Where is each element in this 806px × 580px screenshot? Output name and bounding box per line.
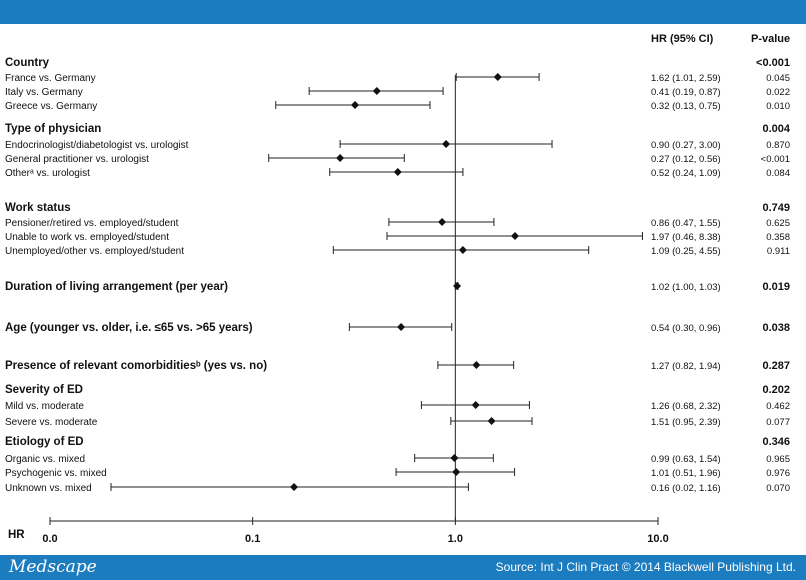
p-value-text: <0.001 — [761, 154, 790, 165]
p-value-text: 0.462 — [766, 401, 790, 412]
hr-point — [458, 246, 467, 254]
p-value-text: 0.976 — [766, 468, 790, 479]
p-value-text: 0.038 — [762, 322, 790, 334]
group-label: Presence of relevant comorbiditiesᵇ (yes… — [5, 360, 267, 372]
group-label: Severity of ED — [5, 384, 83, 396]
p-value-text: 0.870 — [766, 140, 790, 151]
hr-ci-text: 1.02 (1.00, 1.03) — [651, 282, 721, 293]
hr-ci-text: 0.16 (0.02, 1.16) — [651, 483, 721, 494]
p-value-text: 0.045 — [766, 73, 790, 84]
p-value-text: 0.287 — [762, 360, 790, 372]
hr-ci-text: 1.09 (0.25, 4.55) — [651, 246, 721, 257]
row-label: Otherᵃ vs. urologist — [5, 168, 90, 179]
hr-ci-text: 1.01 (0.51, 1.96) — [651, 468, 721, 479]
hr-point — [511, 232, 520, 240]
hr-point — [452, 468, 461, 476]
group-label: Work status — [5, 202, 71, 214]
p-value-text: 0.070 — [766, 483, 790, 494]
hr-ci-text: 0.52 (0.24, 1.09) — [651, 168, 721, 179]
p-value-text: 0.084 — [766, 168, 790, 179]
group-label: Country — [5, 57, 50, 69]
hr-point — [438, 218, 447, 226]
row-label: Endocrinologist/diabetologist vs. urolog… — [5, 140, 189, 151]
hr-point — [493, 73, 502, 81]
hr-point — [442, 140, 451, 148]
medscape-logo: Medscape — [9, 557, 97, 577]
hr-ci-text: 0.86 (0.47, 1.55) — [651, 218, 721, 229]
hr-ci-text: 0.41 (0.19, 0.87) — [651, 87, 721, 98]
p-value-text: 0.625 — [766, 218, 790, 229]
row-label: Organic vs. mixed — [5, 454, 85, 465]
hr-point — [393, 168, 402, 176]
hr-ci-text: 1.27 (0.82, 1.94) — [651, 361, 721, 372]
row-label: Unemployed/other vs. employed/student — [5, 246, 184, 257]
x-axis-label: HR — [8, 529, 25, 541]
row-label: Mild vs. moderate — [5, 401, 84, 412]
group-label: Duration of living arrangement (per year… — [5, 281, 228, 293]
row-label: Psychogenic vs. mixed — [5, 468, 107, 479]
hr-point — [471, 401, 480, 409]
row-label: Italy vs. Germany — [5, 87, 83, 98]
group-label: Type of physician — [5, 123, 101, 135]
p-value-text: 0.911 — [767, 246, 790, 257]
group-label: Etiology of ED — [5, 436, 84, 448]
hr-point — [336, 154, 345, 162]
p-value-text: 0.019 — [762, 281, 790, 293]
p-value-text: 0.749 — [762, 202, 790, 214]
hr-point — [372, 87, 381, 95]
x-tick-label: 0.1 — [245, 533, 260, 545]
hr-point — [472, 361, 481, 369]
hr-point — [290, 483, 299, 491]
x-tick-label: 10.0 — [647, 533, 668, 545]
x-tick-label: 0.0 — [42, 533, 57, 545]
hr-ci-text: 1.51 (0.95, 2.39) — [651, 417, 721, 428]
row-label: Unknown vs. mixed — [5, 483, 92, 494]
row-label: Greece vs. Germany — [5, 101, 97, 112]
source-credit: Source: Int J Clin Pract © 2014 Blackwel… — [495, 560, 796, 574]
p-value-text: 0.346 — [762, 436, 790, 448]
hr-ci-text: 1.26 (0.68, 2.32) — [651, 401, 721, 412]
x-tick-label: 1.0 — [448, 533, 463, 545]
hr-ci-text: 0.54 (0.30, 0.96) — [651, 323, 721, 334]
hr-point — [453, 282, 462, 290]
hr-point — [450, 454, 459, 462]
group-label: Age (younger vs. older, i.e. ≤65 vs. >65… — [5, 322, 253, 334]
row-label: France vs. Germany — [5, 73, 96, 84]
hr-ci-text: 0.27 (0.12, 0.56) — [651, 154, 721, 165]
hr-ci-text: 1.62 (1.01, 2.59) — [651, 73, 721, 84]
p-value-text: 0.202 — [762, 384, 790, 396]
p-value-text: 0.010 — [766, 101, 790, 112]
hr-point — [487, 417, 496, 425]
p-value-text: 0.004 — [762, 123, 790, 135]
hr-ci-text: 0.32 (0.13, 0.75) — [651, 101, 721, 112]
p-value-text: 0.022 — [766, 87, 790, 98]
forest-plot: Country <0.001 France vs. Germany 0.045 1.62… — [5, 57, 791, 545]
row-label: General practitioner vs. urologist — [5, 154, 149, 165]
top-banner — [0, 0, 806, 24]
p-value-text: <0.001 — [756, 57, 790, 69]
row-label: Unable to work vs. employed/student — [5, 232, 169, 243]
p-value-column-header: P-value — [751, 33, 791, 45]
p-value-text: 0.077 — [766, 417, 790, 428]
p-value-text: 0.965 — [766, 454, 790, 465]
hr-ci-column-header: HR (95% CI) — [651, 33, 714, 45]
hr-ci-text: 1.97 (0.46, 8.38) — [651, 232, 721, 243]
p-value-text: 0.358 — [766, 232, 790, 243]
hr-point — [397, 323, 406, 331]
footer-bar: Medscape Source: Int J Clin Pract © 2014… — [0, 555, 806, 580]
hr-ci-text: 0.90 (0.27, 3.00) — [651, 140, 721, 151]
row-label: Pensioner/retired vs. employed/student — [5, 218, 179, 229]
hr-point — [351, 101, 360, 109]
hr-ci-text: 0.99 (0.63, 1.54) — [651, 454, 721, 465]
row-label: Severe vs. moderate — [5, 417, 98, 428]
